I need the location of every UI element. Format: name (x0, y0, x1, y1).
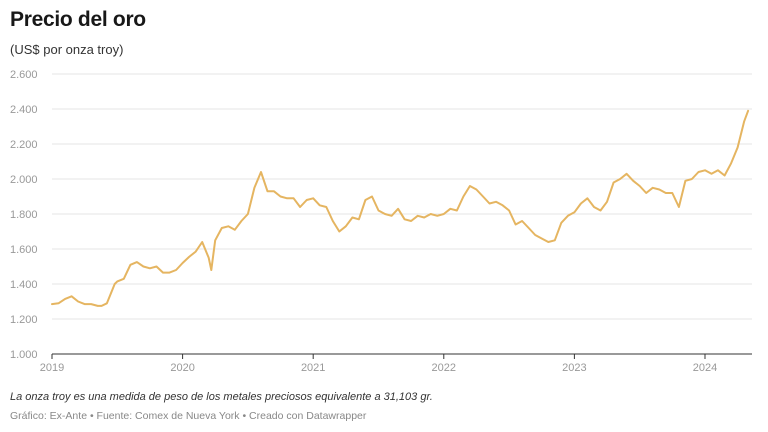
chart-subtitle: (US$ por onza troy) (10, 42, 124, 57)
y-tick-label: 1.600 (10, 244, 38, 256)
chart-note: La onza troy es una medida de peso de lo… (10, 391, 433, 403)
y-tick-label: 2.600 (10, 69, 38, 81)
x-tick-label: 2019 (40, 362, 64, 374)
chart-title: Precio del oro (10, 8, 146, 31)
y-tick-label: 2.200 (10, 139, 38, 151)
gold-price-line (51, 109, 750, 307)
x-tick-label: 2022 (432, 362, 456, 374)
y-tick-label: 1.000 (10, 349, 38, 361)
y-tick-label: 2.400 (10, 104, 38, 116)
y-tick-label: 1.400 (10, 279, 38, 291)
gridlines (52, 73, 752, 355)
x-tick-label: 2024 (693, 362, 717, 374)
x-tick-label: 2023 (562, 362, 586, 374)
chart-credit: Gráfico: Ex-Ante • Fuente: Comex de Nuev… (10, 410, 367, 422)
y-tick-label: 1.800 (10, 209, 38, 221)
y-tick-label: 2.000 (10, 174, 38, 186)
x-axis-ticks: 2019 2020 2021 2022 2023 2024 (40, 354, 717, 374)
y-axis-ticks: 1.000 1.200 1.400 1.600 1.800 2.000 2.200 2.400… (10, 69, 38, 361)
y-tick-label: 1.200 (10, 314, 38, 326)
series-layer (51, 109, 750, 307)
x-tick-label: 2020 (170, 362, 194, 374)
x-tick-label: 2021 (301, 362, 325, 374)
